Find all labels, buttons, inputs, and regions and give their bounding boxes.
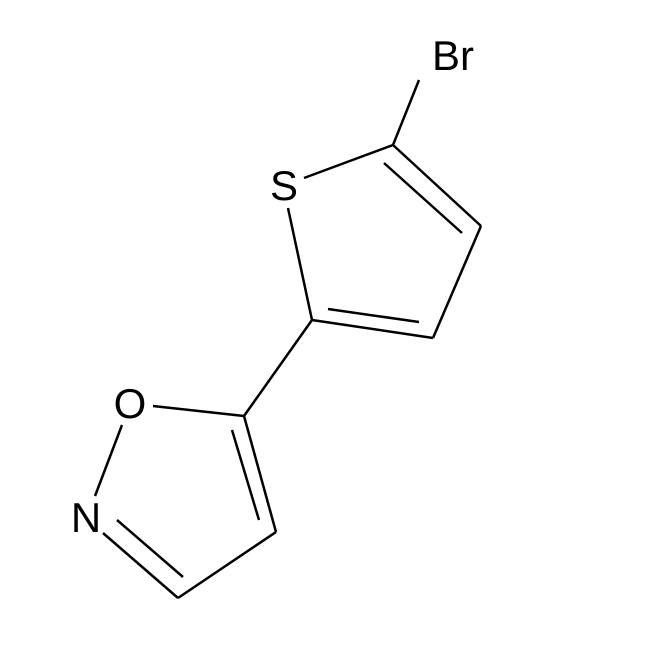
atom-label-s: S	[270, 162, 298, 209]
bond-n-c10-a	[103, 533, 178, 598]
bond-c3-c4-a	[393, 145, 481, 226]
bond-c6-s	[288, 208, 312, 320]
bond-c6-c7	[244, 320, 312, 416]
atom-label-br: Br	[432, 32, 474, 79]
atom-label-n: N	[71, 494, 101, 541]
bond-c4-c5	[433, 226, 481, 338]
bond-c3-br	[393, 80, 419, 145]
bond-o-n	[95, 425, 122, 496]
atom-label-o: O	[114, 380, 147, 427]
molecule-diagram: Br S O N	[0, 0, 650, 650]
bond-c10-c11	[178, 532, 276, 598]
bond-c7-o	[153, 406, 244, 416]
bond-c5-c6-b	[328, 309, 419, 322]
bond-n-c10-b	[117, 520, 183, 577]
bond-c11-c7-b	[232, 430, 259, 520]
bond-c5-c6-a	[312, 320, 433, 338]
bond-c11-c7-a	[244, 416, 276, 532]
bond-s-c3	[304, 145, 393, 178]
